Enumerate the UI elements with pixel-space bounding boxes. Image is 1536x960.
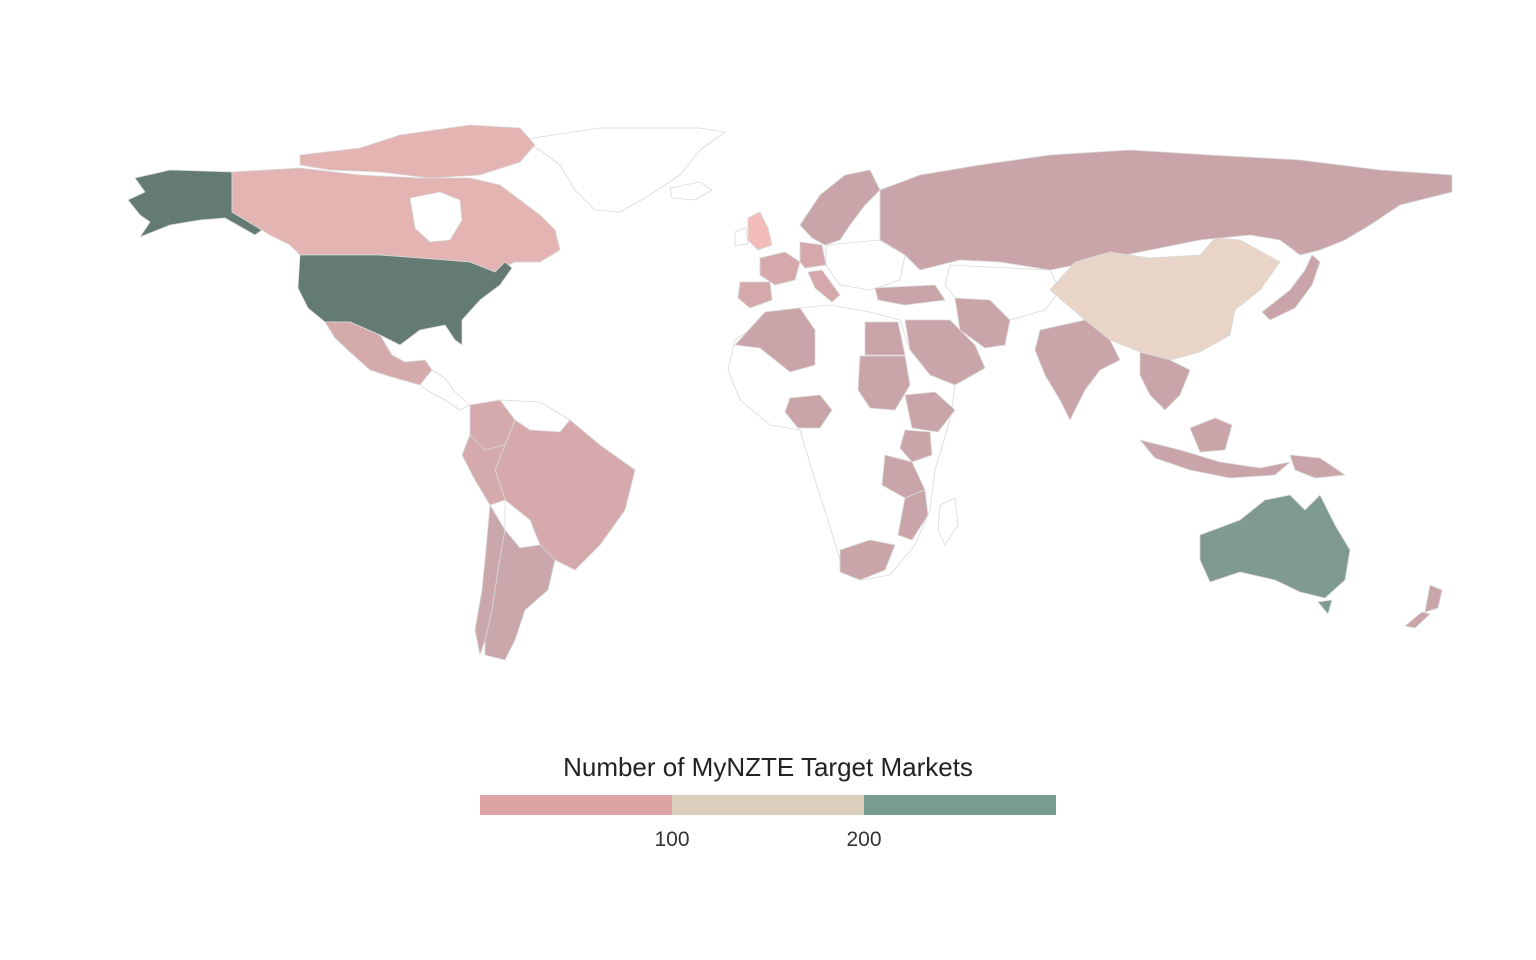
region-spain bbox=[737, 281, 773, 309]
legend-segment-mid bbox=[672, 795, 864, 815]
region-kenya bbox=[899, 429, 933, 463]
region-indonesia bbox=[1139, 439, 1291, 479]
region-germany bbox=[799, 241, 827, 269]
region-argentina bbox=[484, 529, 556, 661]
region-india bbox=[1034, 319, 1121, 421]
region-new-zealand bbox=[1404, 584, 1443, 629]
legend-color-bar bbox=[480, 795, 1056, 815]
world-map bbox=[127, 124, 1453, 661]
region-scandinavia bbox=[799, 169, 881, 246]
region-sudan bbox=[857, 355, 911, 411]
legend-tick-200: 200 bbox=[846, 828, 882, 851]
region-china bbox=[1049, 237, 1281, 361]
region-egypt bbox=[864, 321, 906, 356]
region-ethiopia bbox=[904, 391, 956, 433]
legend-title: Number of MyNZTE Target Markets bbox=[563, 752, 973, 782]
region-madagascar bbox=[937, 497, 959, 546]
region-united-states bbox=[297, 254, 513, 346]
region-canada bbox=[231, 167, 561, 273]
legend-segment-low bbox=[480, 795, 672, 815]
region-central-asia bbox=[944, 264, 1061, 321]
region-australia bbox=[1199, 494, 1351, 599]
region-united-kingdom bbox=[747, 211, 773, 251]
region-japan bbox=[1261, 254, 1321, 321]
region-south-africa bbox=[839, 539, 896, 581]
region-italy bbox=[807, 269, 841, 303]
region-ireland bbox=[734, 227, 749, 247]
region-southeast-asia bbox=[1139, 351, 1191, 411]
region-papua-new-guinea bbox=[1289, 454, 1346, 479]
region-borneo bbox=[1189, 417, 1233, 453]
legend-segment-high bbox=[864, 795, 1056, 815]
region-hudson-bay bbox=[409, 191, 463, 243]
region-iceland bbox=[669, 181, 713, 201]
region-nigeria bbox=[784, 394, 833, 429]
region-mozambique bbox=[897, 489, 929, 541]
region-algeria bbox=[734, 307, 816, 373]
region-greenland bbox=[519, 127, 726, 213]
region-tasmania bbox=[1317, 599, 1333, 615]
region-arctic-islands bbox=[299, 124, 536, 179]
region-turkey bbox=[874, 284, 946, 306]
region-russia bbox=[879, 149, 1453, 271]
region-central-america bbox=[419, 369, 471, 411]
legend-tick-100: 100 bbox=[654, 828, 690, 851]
region-france bbox=[759, 251, 801, 286]
